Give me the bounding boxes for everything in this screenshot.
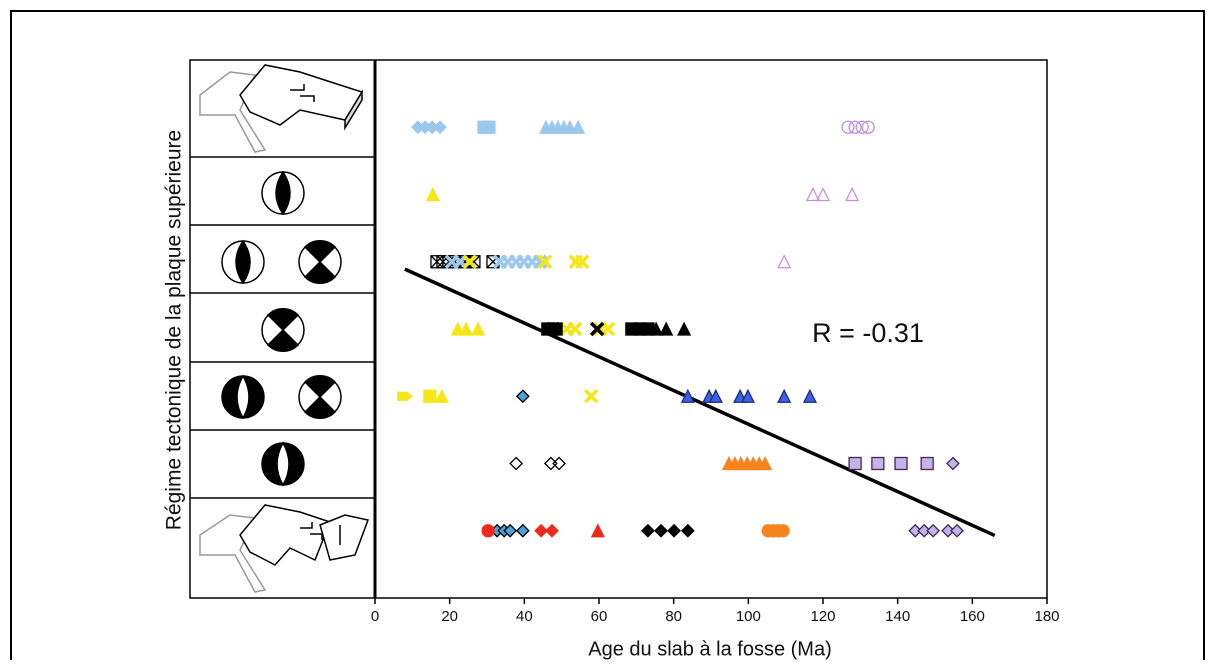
point: [777, 388, 792, 403]
point: [654, 523, 668, 538]
point: [894, 456, 908, 471]
point: [950, 523, 964, 538]
point: [845, 187, 860, 202]
point: [758, 456, 773, 471]
x-tick-label: 20: [441, 608, 458, 625]
point: [848, 456, 862, 471]
annotation: R = -0.31: [812, 318, 924, 348]
point: [532, 254, 548, 269]
beachball: [221, 170, 342, 487]
point: [708, 388, 723, 403]
x-tick-label: 0: [371, 608, 379, 625]
point: [509, 456, 524, 471]
x-tick-label: 40: [516, 608, 533, 625]
point: [680, 388, 695, 403]
x-tick-label: 140: [885, 608, 910, 625]
point: [397, 391, 413, 401]
point: [926, 523, 941, 538]
x-axis-label: Age du slab à la fosse (Ma): [588, 638, 831, 660]
point: [777, 254, 792, 269]
point: [470, 321, 486, 336]
x-tick-label: 160: [960, 608, 985, 625]
point: [574, 254, 590, 269]
point: [649, 321, 664, 336]
point: [667, 523, 681, 538]
point: [805, 187, 820, 202]
point: [590, 523, 605, 538]
point: [740, 388, 756, 403]
point: [941, 523, 955, 538]
point: [855, 120, 869, 134]
x-tick-label: 80: [665, 608, 682, 625]
point: [482, 120, 496, 134]
point: [917, 523, 932, 538]
point: [503, 523, 518, 538]
point: [680, 523, 695, 538]
regression-line: [404, 267, 996, 538]
point: [567, 321, 583, 337]
point: [462, 254, 478, 269]
point: [545, 321, 561, 337]
point: [583, 389, 599, 404]
x-tick-label: 180: [1034, 608, 1059, 625]
point: [425, 187, 440, 202]
frame: [10, 10, 1205, 660]
point: [861, 120, 875, 134]
point: [515, 389, 530, 404]
point: [946, 456, 960, 471]
point: [534, 523, 549, 538]
point: [841, 120, 855, 134]
point: [459, 321, 474, 336]
point: [659, 321, 674, 336]
point: [543, 456, 558, 471]
point: [802, 388, 817, 403]
point: [920, 456, 934, 471]
point: [589, 321, 605, 337]
point: [908, 523, 923, 538]
regime-icons: [190, 64, 375, 593]
x-tick-label: 60: [591, 608, 608, 625]
x-tick-label: 100: [736, 608, 761, 625]
x-tick-label: 120: [810, 608, 835, 625]
point: [545, 523, 559, 538]
point: [776, 524, 790, 538]
point: [537, 254, 553, 269]
block-bottom: [199, 504, 370, 593]
block-top: [199, 64, 364, 153]
point: [549, 322, 563, 336]
point: [848, 120, 862, 134]
point: [433, 120, 447, 135]
point: [677, 321, 692, 336]
point: [434, 388, 449, 403]
point: [515, 523, 530, 538]
point: [481, 524, 495, 538]
y-axis-label: Régime tectonique de la plaque supérieur…: [163, 130, 186, 530]
point: [423, 389, 437, 403]
point: [871, 456, 885, 471]
point: [552, 456, 566, 471]
point: [600, 321, 616, 337]
point: [640, 523, 655, 538]
point: [571, 119, 586, 134]
point: [815, 187, 831, 202]
